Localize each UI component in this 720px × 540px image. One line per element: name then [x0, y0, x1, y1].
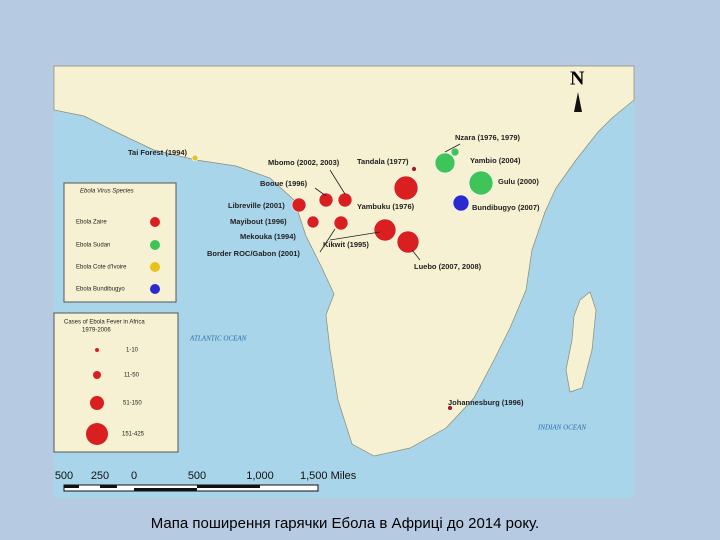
legend-item: 151-425 [122, 432, 145, 438]
legend-item: 11-50 [124, 373, 140, 379]
place-label: Luebo (2007, 2008) [414, 262, 482, 271]
africa [53, 65, 635, 457]
marker [393, 175, 419, 201]
pointer [319, 228, 336, 253]
place-label: Yambuku (1976) [357, 202, 415, 211]
pointer [411, 249, 421, 261]
ocean-label: ATLANTIC OCEAN [189, 335, 247, 343]
marker [434, 152, 456, 174]
marker [318, 192, 334, 208]
place-label: Gulu (2000) [498, 177, 539, 186]
marker [452, 194, 470, 212]
legend-size [93, 371, 101, 379]
marker [396, 230, 420, 254]
place-label: Mbomo (2002, 2003) [268, 158, 340, 167]
marker [468, 170, 494, 196]
pointer [314, 187, 327, 197]
legend-size [86, 423, 108, 445]
scale-label: 1,500 Miles [300, 470, 357, 482]
place-label: Booue (1996) [260, 179, 308, 188]
place-label: Yambio (2004) [470, 156, 521, 165]
legend-swatch [150, 217, 160, 227]
species-legend: Ebola Virus Species Ebola Zaire Ebola Su… [63, 182, 177, 303]
legend-item: Ebola Bundibugyo [76, 287, 125, 293]
marker [291, 197, 307, 213]
place-labels: Tai Forest (1994) Mbomo (2002, 2003) Tan… [128, 133, 540, 407]
marker [411, 166, 417, 172]
marker [373, 218, 397, 242]
pointers [314, 143, 461, 261]
place-label: Nzara (1976, 1979) [455, 133, 521, 142]
madagascar [565, 291, 597, 393]
legend-title: Ebola Virus Species [80, 189, 134, 195]
ocean-label: INDIAN OCEAN [537, 424, 586, 432]
scale-seg [100, 485, 117, 488]
legend-size [95, 348, 99, 352]
scale-label: 500 [188, 470, 206, 482]
north-arrow [574, 92, 582, 112]
place-label: Bundibugyo (2007) [472, 203, 540, 212]
legend-swatch [150, 240, 160, 250]
legend-item: 1-10 [126, 348, 139, 354]
scale-label: 0 [131, 470, 137, 482]
scale-label: 250 [91, 470, 109, 482]
marker [450, 147, 460, 157]
marker [191, 154, 199, 162]
legend-item: 51-150 [123, 401, 142, 407]
north-label: N [570, 68, 585, 90]
marker [333, 215, 349, 231]
place-label: Tai Forest (1994) [128, 148, 188, 157]
legend-item: Ebola Sudan [76, 243, 110, 249]
marker [306, 215, 320, 229]
pointer [329, 169, 346, 195]
place-label: Libreville (2001) [228, 201, 285, 210]
legend-item: Ebola Zaire [76, 220, 107, 226]
legend-title: 1979-2006 [82, 328, 111, 334]
caption: Мапа поширення гарячки Ебола в Африці до… [151, 515, 539, 532]
marker [337, 192, 353, 208]
pointer [329, 231, 381, 241]
place-label: Border ROC/Gabon (2001) [207, 249, 300, 258]
place-label: Kikwit (1995) [323, 240, 369, 249]
place-label: Mayibout (1996) [230, 217, 287, 226]
scale-label: 1,000 [246, 470, 274, 482]
legend-size [90, 396, 104, 410]
legend-swatch [150, 284, 160, 294]
legend-box [53, 312, 179, 453]
legend-title: Cases of Ebola Fever in Africa [64, 320, 145, 326]
place-label: Mekouka (1994) [240, 232, 296, 241]
outbreak-markers [191, 147, 494, 411]
scale-seg [197, 485, 260, 488]
scale-bar: 500 250 0 500 1,000 1,500 Miles [55, 470, 357, 492]
cases-legend: Cases of Ebola Fever in Africa 1979-2006… [53, 312, 179, 453]
marker [447, 405, 453, 411]
legend-swatch [150, 262, 160, 272]
pointer [444, 143, 461, 153]
place-label: Tandala (1977) [357, 157, 409, 166]
place-label: Johannesburg (1996) [448, 398, 524, 407]
scale-seg [64, 485, 79, 488]
scale-seg [134, 488, 197, 491]
legend-item: Ebola Cote d'Ivoire [76, 265, 127, 271]
land [53, 65, 635, 457]
scale-label: 500 [55, 470, 73, 482]
